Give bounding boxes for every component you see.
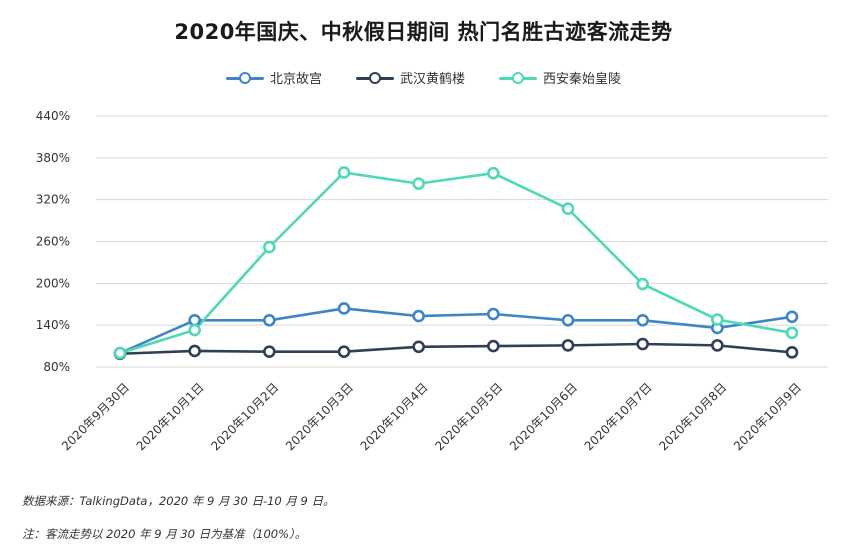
series-0-point-5 — [487, 307, 500, 321]
series-2-point-6 — [561, 202, 575, 216]
series-1-point-5 — [487, 339, 500, 353]
x-tick-label-7: 2020年10月7日 — [582, 380, 655, 453]
series-line-0 — [118, 307, 794, 355]
series-1-point-8 — [711, 339, 724, 352]
x-tick-label-3: 2020年10月3日 — [283, 380, 356, 453]
legend-swatch-xian — [499, 71, 537, 84]
series-line-1 — [118, 342, 794, 356]
legend-item-beijing: 北京故宫 — [225, 68, 322, 87]
chart-legend: 北京故宫 武汉黄鹤楼 西安秦始皇陵 — [0, 68, 847, 87]
x-tick-label-0: 2020年9月30日 — [59, 380, 132, 453]
x-tick-label-5: 2020年10月5日 — [432, 380, 505, 453]
series-0-point-4 — [412, 309, 425, 323]
y-tick-label-1: 140% — [36, 318, 70, 332]
legend-item-wuhan: 武汉黄鹤楼 — [355, 68, 465, 87]
y-tick-label-6: 440% — [36, 109, 70, 123]
x-tick-label-4: 2020年10月4日 — [358, 380, 431, 453]
x-tick-label-6: 2020年10月6日 — [507, 380, 580, 453]
series-2-point-7 — [636, 277, 649, 291]
legend-label-xian: 西安秦始皇陵 — [543, 72, 622, 87]
series-1-point-9 — [785, 346, 799, 359]
legend-swatch-beijing — [225, 71, 264, 84]
y-tick-label-4: 320% — [36, 193, 70, 207]
source-note: 数据来源：TalkingData，2020 年 9 月 30 日-10 月 9 … — [22, 494, 335, 508]
series-1-point-6 — [561, 339, 575, 352]
series-2-point-5 — [487, 166, 500, 180]
series-0-point-9 — [785, 310, 799, 324]
series-0-point-7 — [636, 313, 649, 327]
series-2-point-0 — [113, 346, 127, 360]
y-tick-label-3: 260% — [36, 235, 70, 249]
basis-note: 注：客流走势以 2020 年 9 月 30 日为基准（100%）。 — [22, 527, 307, 541]
series-2-point-8 — [711, 313, 724, 326]
legend-label-wuhan: 武汉黄鹤楼 — [399, 72, 465, 87]
series-1-point-3 — [337, 345, 351, 358]
chart-title: 2020年国庆、中秋假日期间 热门名胜古迹客流走势 — [174, 20, 673, 44]
series-1-point-4 — [412, 340, 425, 354]
x-tick-label-1: 2020年10月1日 — [134, 380, 207, 453]
series-2-point-9 — [785, 326, 799, 340]
series-2-point-4 — [412, 177, 425, 190]
x-tick-label-8: 2020年10月8日 — [656, 380, 729, 453]
y-tick-label-0: 80% — [43, 360, 70, 374]
legend-label-beijing: 北京故宫 — [269, 72, 322, 87]
line-chart: 80%140%200%260%320%380%440%2020年9月30日 202… — [36, 109, 828, 453]
series-0-point-6 — [561, 313, 575, 327]
y-tick-label-2: 200% — [36, 276, 70, 290]
series-line-2 — [118, 171, 794, 355]
series-1-point-2 — [263, 345, 276, 358]
legend-swatch-wuhan — [355, 71, 394, 84]
series-0-point-2 — [263, 313, 276, 327]
series-2-point-3 — [337, 166, 351, 179]
series-1-point-1 — [188, 344, 201, 358]
series-2-point-1 — [188, 323, 201, 337]
series-1-point-7 — [636, 337, 649, 351]
series-0-point-3 — [337, 302, 351, 315]
series-2-point-2 — [263, 240, 276, 254]
legend-item-xian: 西安秦始皇陵 — [499, 68, 621, 87]
x-tick-label-9: 2020年10月9日 — [731, 380, 804, 453]
y-tick-label-5: 380% — [36, 151, 70, 165]
x-tick-label-2: 2020年10月2日 — [208, 380, 281, 453]
